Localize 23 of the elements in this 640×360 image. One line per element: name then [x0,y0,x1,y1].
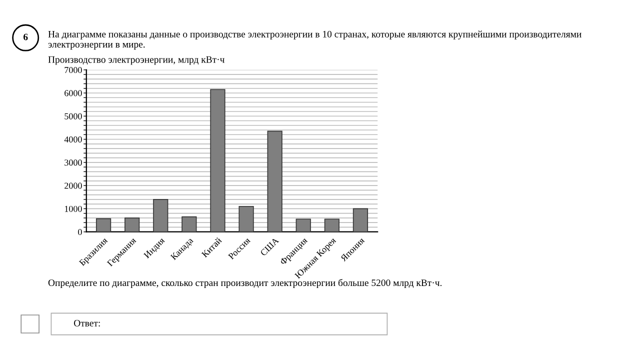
y-tick-label: 5000 [64,113,82,120]
y-tick-label: 6000 [64,90,82,96]
bar [96,218,112,232]
y-tick-label: 2000 [64,182,82,189]
bar [296,218,311,232]
bar [182,216,197,232]
y-tick-label: 4000 [64,136,82,142]
text: 6 [24,34,28,40]
bar [238,206,254,232]
y-tick-label: 0 [78,228,82,236]
y-tick-label: 7000 [64,66,82,74]
y-axis-title: Производство электроэнергии, млрд кВт·ч [48,56,224,65]
bar [153,199,168,232]
y-tick-label: 3000 [64,160,82,166]
text: Определите по диаграмме, сколько стран производит электроэнергии больше 5200 млрд кВт·ч. [48,279,442,288]
y-tick-label: 1000 [64,206,82,212]
bar [324,218,340,232]
text: Ответ: [74,320,100,326]
bar [267,130,282,232]
bar [210,89,226,232]
bar [352,208,368,232]
bar [124,218,140,232]
chart-title: На диаграмме показаны данные о производстве электроэнергии в 10 странах, которые являются крупнейшими производителями электроэнергии в мире. [48,30,582,50]
